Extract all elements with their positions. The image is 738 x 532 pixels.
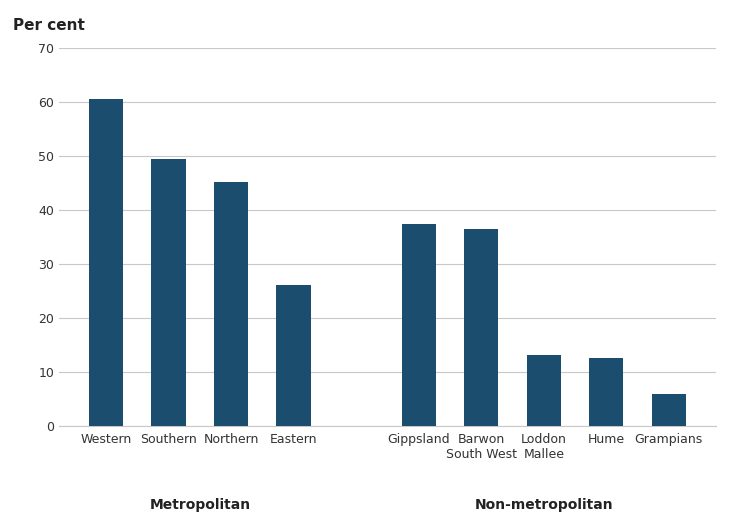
- Text: Per cent: Per cent: [13, 18, 85, 33]
- Bar: [277, 285, 311, 426]
- Bar: [527, 355, 561, 426]
- Bar: [214, 182, 248, 426]
- Bar: [151, 159, 186, 426]
- Bar: [589, 358, 624, 426]
- Bar: [464, 229, 498, 426]
- Text: Metropolitan: Metropolitan: [149, 498, 250, 512]
- Bar: [89, 98, 123, 426]
- Bar: [652, 394, 686, 426]
- Bar: [401, 225, 436, 426]
- Text: Non-metropolitan: Non-metropolitan: [475, 498, 613, 512]
